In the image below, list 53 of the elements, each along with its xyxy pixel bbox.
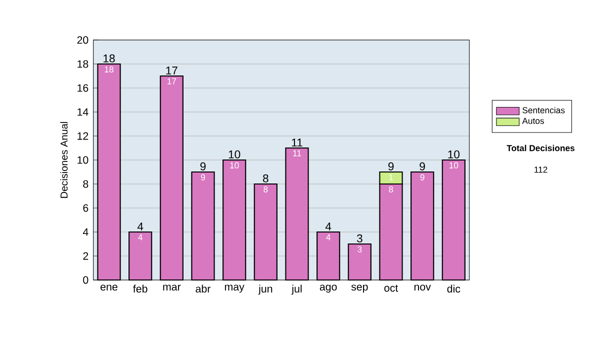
text: 112 <box>534 166 548 173</box>
total-label: 9 <box>200 162 206 170</box>
y-tick-label: 16 <box>78 84 88 92</box>
legend-label: Autos <box>522 118 544 124</box>
total-label: 8 <box>263 174 268 182</box>
x-tick-label: sep <box>351 284 368 293</box>
data-label: 4 <box>138 234 142 240</box>
total-label: 4 <box>325 222 332 230</box>
data-label: 11 <box>293 150 302 156</box>
y-tick-label: 4 <box>82 228 88 236</box>
data-label: 3 <box>358 246 362 252</box>
x-tick-label: ene <box>100 284 118 291</box>
x-tick-label: jun <box>258 284 272 295</box>
x-tick-label: nov <box>414 284 431 291</box>
total-label: 4 <box>137 222 144 230</box>
y-axis-title: Decisiones Anual <box>60 122 68 198</box>
x-tick-label: feb <box>133 284 148 293</box>
y-tick-label: 6 <box>83 204 88 212</box>
total-label: 9 <box>388 162 394 170</box>
total-label: 9 <box>420 162 425 170</box>
x-tick-label: ago <box>320 284 337 293</box>
x-tick-label: mar <box>163 284 181 291</box>
y-tick-label: 2 <box>83 252 88 260</box>
data-label: 1 <box>389 174 393 180</box>
y-tick-label: 18 <box>78 60 88 68</box>
total-label: 10 <box>448 150 460 158</box>
data-label: 10 <box>230 162 239 168</box>
data-label: 18 <box>104 66 114 72</box>
text: Total Decisiones <box>506 144 575 152</box>
data-label: 8 <box>388 186 394 192</box>
x-tick-label: jul <box>291 284 302 295</box>
x-tick-label: may <box>224 284 244 293</box>
total-label: 11 <box>292 138 302 146</box>
y-tick-label: 20 <box>77 36 88 44</box>
data-label: 9 <box>200 174 206 180</box>
data-label: 9 <box>420 174 424 180</box>
x-tick-label: abr <box>196 284 211 293</box>
total-label: 17 <box>166 66 178 74</box>
y-tick-label: 8 <box>83 180 88 188</box>
y-tick-label: 0 <box>83 276 88 284</box>
legend-label: Sentencias <box>522 106 565 114</box>
data-label: 17 <box>168 78 176 84</box>
data-label: 4 <box>326 234 330 240</box>
x-tick-label: dic <box>447 284 460 293</box>
y-tick-label: 12 <box>78 132 88 140</box>
x-tick-label: oct <box>384 284 398 292</box>
total-label: 3 <box>356 234 362 242</box>
y-tick-label: 10 <box>78 156 88 164</box>
data-label: 8 <box>264 186 268 192</box>
y-tick-label: 14 <box>78 108 88 116</box>
total-label: 18 <box>104 54 115 62</box>
data-label: 10 <box>450 162 458 168</box>
total-label: 10 <box>228 150 240 158</box>
